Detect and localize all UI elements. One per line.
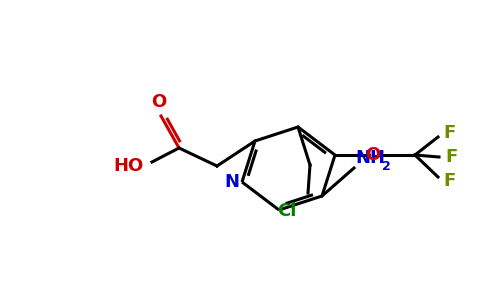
Text: F: F: [445, 148, 457, 166]
Text: O: O: [365, 146, 380, 164]
Text: Cl: Cl: [278, 202, 297, 220]
Text: N: N: [224, 173, 239, 191]
Text: F: F: [443, 124, 455, 142]
Text: F: F: [443, 172, 455, 190]
Text: O: O: [151, 93, 166, 111]
Text: NH: NH: [355, 149, 385, 167]
Text: 2: 2: [382, 160, 391, 173]
Text: HO: HO: [114, 157, 144, 175]
